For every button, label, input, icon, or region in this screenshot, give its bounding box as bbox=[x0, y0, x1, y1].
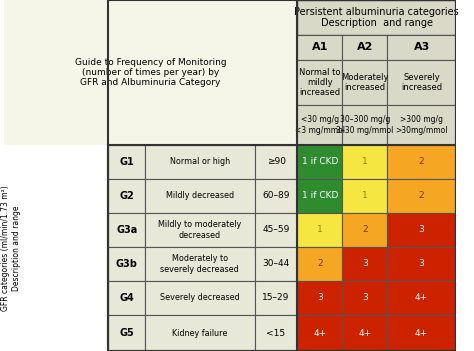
Text: 15–29: 15–29 bbox=[262, 293, 290, 303]
Bar bbox=[342, 179, 387, 213]
Bar bbox=[109, 315, 145, 351]
Bar bbox=[387, 247, 456, 281]
Text: 1: 1 bbox=[362, 158, 368, 166]
Bar bbox=[342, 145, 387, 179]
Text: Mildly to moderately
decreased: Mildly to moderately decreased bbox=[158, 220, 241, 240]
Text: Normal to
mildly
increased: Normal to mildly increased bbox=[299, 68, 341, 97]
Text: Guide to Frequency of Monitoring
(number of times per year) by
GFR and Albuminur: Guide to Frequency of Monitoring (number… bbox=[75, 58, 226, 87]
Text: 1: 1 bbox=[317, 225, 323, 234]
Text: G2: G2 bbox=[119, 191, 134, 201]
Bar bbox=[342, 247, 387, 281]
Text: G1: G1 bbox=[119, 157, 134, 167]
Text: 1: 1 bbox=[362, 192, 368, 200]
Text: Mildly decreased: Mildly decreased bbox=[165, 192, 234, 200]
Text: 2: 2 bbox=[317, 259, 323, 269]
Text: 3: 3 bbox=[362, 259, 368, 269]
Text: Persistent albuminuria categories
Description  and range: Persistent albuminuria categories Descri… bbox=[294, 7, 459, 28]
Bar bbox=[342, 105, 387, 145]
Text: A2: A2 bbox=[356, 42, 373, 53]
Text: 45–59: 45–59 bbox=[262, 225, 290, 234]
Text: ≥90: ≥90 bbox=[266, 158, 285, 166]
Bar bbox=[387, 105, 456, 145]
Bar bbox=[145, 247, 255, 281]
Bar bbox=[298, 179, 342, 213]
Text: 3: 3 bbox=[317, 293, 323, 303]
Text: 4+: 4+ bbox=[415, 329, 428, 338]
Bar bbox=[255, 145, 298, 179]
Text: A1: A1 bbox=[312, 42, 328, 53]
Text: 4+: 4+ bbox=[358, 329, 371, 338]
Text: 60–89: 60–89 bbox=[262, 192, 290, 200]
Text: Kidney failure: Kidney failure bbox=[172, 329, 228, 338]
Bar bbox=[145, 179, 255, 213]
Bar bbox=[387, 35, 456, 60]
Bar bbox=[109, 281, 145, 315]
Text: >300 mg/g
>30mg/mmol: >300 mg/g >30mg/mmol bbox=[395, 115, 448, 135]
Bar bbox=[342, 213, 387, 247]
Bar bbox=[298, 213, 342, 247]
Bar bbox=[298, 315, 342, 351]
Bar bbox=[145, 145, 255, 179]
Bar bbox=[255, 281, 298, 315]
Bar bbox=[342, 315, 387, 351]
Bar bbox=[145, 281, 255, 315]
Bar bbox=[255, 315, 298, 351]
Text: 2: 2 bbox=[419, 158, 424, 166]
Text: G5: G5 bbox=[119, 328, 134, 338]
Text: GFR categories (ml/min/1.73 m²)
Description and range: GFR categories (ml/min/1.73 m²) Descript… bbox=[1, 185, 21, 311]
Bar bbox=[109, 145, 456, 351]
Text: Normal or high: Normal or high bbox=[170, 158, 230, 166]
Text: Severely
increased: Severely increased bbox=[401, 73, 442, 92]
Text: 30–44: 30–44 bbox=[263, 259, 290, 269]
Bar bbox=[387, 213, 456, 247]
Text: A3: A3 bbox=[413, 42, 430, 53]
Text: 3: 3 bbox=[362, 293, 368, 303]
Bar bbox=[109, 145, 145, 179]
Text: Moderately to
severely decreased: Moderately to severely decreased bbox=[160, 254, 239, 274]
Bar bbox=[298, 0, 456, 351]
Text: 1 if CKD: 1 if CKD bbox=[302, 158, 338, 166]
Bar bbox=[3, 0, 298, 145]
Text: G3a: G3a bbox=[116, 225, 137, 235]
Bar bbox=[298, 35, 342, 60]
Bar bbox=[145, 315, 255, 351]
Text: <30 mg/g
<3 mg/mmol: <30 mg/g <3 mg/mmol bbox=[295, 115, 345, 135]
Bar bbox=[342, 35, 387, 60]
Bar bbox=[342, 281, 387, 315]
Text: 4+: 4+ bbox=[313, 329, 327, 338]
Bar bbox=[298, 145, 342, 179]
Bar bbox=[255, 247, 298, 281]
Bar bbox=[298, 281, 342, 315]
Bar bbox=[109, 247, 145, 281]
Bar bbox=[298, 105, 342, 145]
Text: 3: 3 bbox=[419, 259, 424, 269]
Text: G3b: G3b bbox=[116, 259, 137, 269]
Bar bbox=[255, 213, 298, 247]
Bar bbox=[387, 315, 456, 351]
Bar bbox=[109, 145, 298, 351]
Text: <15: <15 bbox=[266, 329, 285, 338]
Bar bbox=[298, 247, 342, 281]
Bar bbox=[145, 213, 255, 247]
Text: 2: 2 bbox=[419, 192, 424, 200]
Text: 1 if CKD: 1 if CKD bbox=[302, 192, 338, 200]
Text: 30–300 mg/g
3–30 mg/mmol: 30–300 mg/g 3–30 mg/mmol bbox=[336, 115, 393, 135]
Bar bbox=[109, 0, 456, 351]
Bar bbox=[109, 179, 145, 213]
Text: 4+: 4+ bbox=[415, 293, 428, 303]
Bar bbox=[387, 60, 456, 105]
Bar bbox=[298, 0, 456, 35]
Bar bbox=[109, 213, 145, 247]
Bar bbox=[342, 60, 387, 105]
Bar bbox=[298, 60, 342, 105]
Text: 2: 2 bbox=[362, 225, 368, 234]
Bar bbox=[387, 281, 456, 315]
Text: Severely decreased: Severely decreased bbox=[160, 293, 239, 303]
Text: Moderately
increased: Moderately increased bbox=[341, 73, 389, 92]
Text: G4: G4 bbox=[119, 293, 134, 303]
Bar bbox=[387, 179, 456, 213]
Bar bbox=[255, 179, 298, 213]
Text: 3: 3 bbox=[419, 225, 424, 234]
Bar bbox=[387, 145, 456, 179]
